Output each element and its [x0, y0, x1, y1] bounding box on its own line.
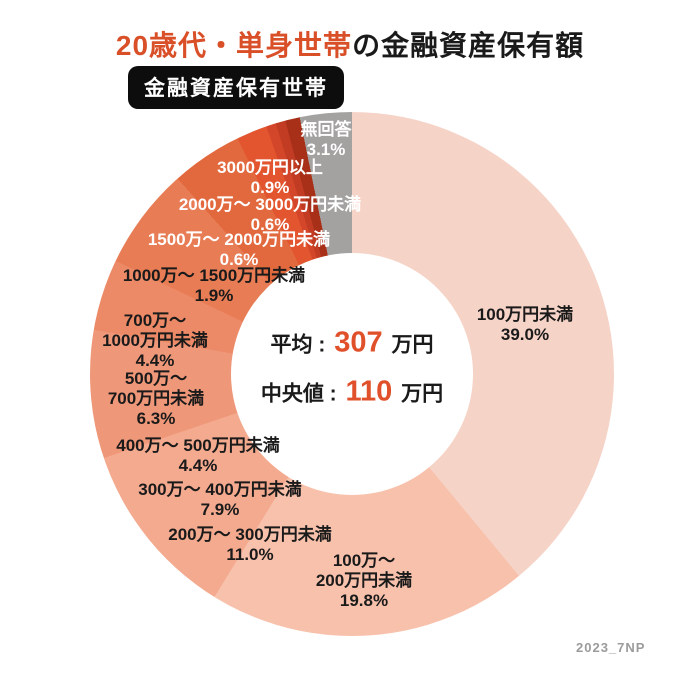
watermark-credit: 2023_7NP — [576, 640, 646, 655]
segment-label-4: 400万〜 500万円未満 4.4% — [116, 436, 280, 475]
median-value: 110 — [345, 375, 393, 408]
segment-label-1: 100万〜 200万円未満 19.8% — [315, 551, 413, 610]
donut-center-hole — [231, 253, 473, 495]
segment-label-10: 3000万円以上 0.9% — [217, 158, 323, 197]
average-unit: 万円 — [385, 333, 434, 357]
average-stat: 平均 : 307 万円 — [271, 327, 434, 360]
segment-label-9: 2000万〜 3000万円未満 0.6% — [178, 195, 362, 234]
title-highlight: 20歳代・単身世帯 — [115, 30, 353, 61]
segment-label-8: 1500万〜 2000万円未満 0.6% — [147, 230, 331, 269]
segment-label-0: 100万円未満 39.0% — [476, 305, 574, 344]
median-stat: 中央値 : 110 万円 — [261, 376, 443, 409]
segment-label-3: 300万〜 400万円未満 7.9% — [138, 480, 302, 519]
median-separator: : — [323, 382, 343, 406]
segment-label-11: 無回答 3.1% — [300, 120, 352, 159]
segment-label-2: 200万〜 300万円未満 11.0% — [168, 525, 332, 564]
median-label: 中央値 — [260, 382, 324, 406]
segment-label-7: 1000万〜 1500万円未満 1.9% — [122, 266, 306, 305]
title-rest: の金融資産保有額 — [352, 30, 585, 61]
average-separator: : — [312, 333, 332, 357]
page-title: 20歳代・単身世帯の金融資産保有額 — [0, 24, 700, 64]
segment-label-5: 500万〜 700万円未満 6.3% — [107, 369, 205, 428]
average-value: 307 — [334, 326, 383, 359]
median-unit: 万円 — [395, 382, 444, 406]
subtitle-badge: 金融資産保有世帯 — [128, 66, 344, 109]
average-label: 平均 — [270, 333, 313, 357]
segment-label-6: 700万〜 1000万円未満 4.4% — [102, 311, 208, 370]
